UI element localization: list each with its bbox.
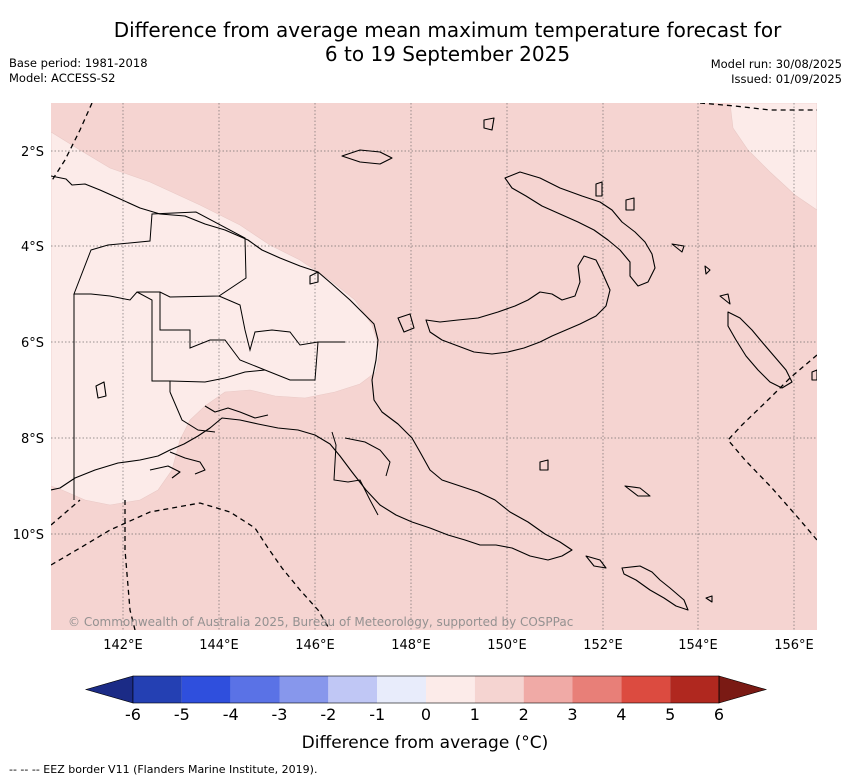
colorbar-extend-low — [84, 675, 134, 704]
title-line-1: Difference from average mean maximum tem… — [113, 18, 782, 42]
colorbar-bin — [133, 676, 182, 703]
lat-label: 2°S — [21, 145, 44, 160]
title-line-2: 6 to 19 September 2025 — [324, 42, 571, 66]
colorbar-tick-label: 0 — [421, 705, 431, 724]
colorbar-tick-label: 6 — [714, 705, 724, 724]
model-run: Model run: 30/08/2025 — [710, 57, 842, 71]
colorbar-tick-label: 2 — [519, 705, 529, 724]
lon-label: 152°E — [583, 638, 623, 653]
lon-label: 146°E — [295, 638, 335, 653]
colorbar-tick-label: 4 — [616, 705, 626, 724]
anomaly-field-0-to-1-northeast — [729, 103, 817, 211]
lon-labels: 142°E 144°E 146°E 148°E 150°E 152°E 154°… — [103, 638, 814, 653]
colorbar-bin — [523, 676, 573, 703]
colorbar-bin — [426, 676, 475, 703]
lon-label: 150°E — [487, 638, 527, 653]
eez-borders — [51, 103, 817, 630]
new-britain-coastline — [425, 255, 611, 355]
colorbar-tick-label: -5 — [174, 705, 190, 724]
colorbar-bin — [279, 676, 329, 703]
lat-labels: 2°S 4°S 6°S 8°S 10°S — [13, 145, 44, 543]
new-guinea-coastline — [51, 175, 573, 561]
colorbar-tick-label: 5 — [665, 705, 675, 724]
new-ireland-coastline — [504, 171, 656, 287]
colorbar-tick-label: -3 — [272, 705, 288, 724]
lon-label: 144°E — [199, 638, 239, 653]
colorbar-bin — [474, 676, 524, 703]
lon-label: 148°E — [391, 638, 431, 653]
lat-label: 6°S — [21, 336, 44, 351]
colorbar-tick-label: -1 — [369, 705, 385, 724]
colorbar-tick-label: 3 — [567, 705, 577, 724]
colorbar-extend-high — [718, 675, 768, 704]
lat-label: 8°S — [21, 432, 44, 447]
colorbar: -6 -5 -4 -3 -2 -1 0 1 2 3 4 5 6 — [84, 675, 768, 724]
lon-label: 156°E — [774, 638, 814, 653]
colorbar-bin — [181, 676, 231, 703]
model-name: Model: ACCESS-S2 — [9, 71, 116, 85]
province-borders — [73, 211, 391, 516]
lat-label: 4°S — [21, 240, 44, 255]
colorbar-bin — [670, 676, 719, 703]
colorbar-bin — [621, 676, 671, 703]
map-title: Difference from average mean maximum tem… — [80, 18, 815, 66]
eez-footnote: -- -- -- EEZ border V11 (Flanders Marine… — [9, 763, 318, 776]
anomaly-field-0-to-1-west — [51, 131, 381, 506]
meta-left: Base period: 1981-2018 Model: ACCESS-S2 — [9, 56, 148, 86]
colorbar-bin — [230, 676, 280, 703]
colorbar-frame — [132, 675, 720, 704]
base-period: Base period: 1981-2018 — [9, 56, 148, 70]
colorbar-tick-label: -2 — [320, 705, 336, 724]
bougainville-coastline — [727, 311, 793, 389]
copyright-text: © Commonwealth of Australia 2025, Bureau… — [68, 615, 573, 629]
gridlines — [51, 103, 817, 630]
colorbar-tick-label: 1 — [470, 705, 480, 724]
colorbar-tick-label: -6 — [125, 705, 141, 724]
coastlines — [51, 117, 817, 611]
colorbar-tick-label: -4 — [223, 705, 239, 724]
lon-label: 154°E — [678, 638, 718, 653]
lon-label: 142°E — [103, 638, 143, 653]
meta-right: Model run: 30/08/2025 Issued: 01/09/2025 — [711, 57, 842, 87]
colorbar-bin — [572, 676, 622, 703]
issued-date: Issued: 01/09/2025 — [731, 72, 842, 86]
map-panel: © Commonwealth of Australia 2025, Bureau… — [51, 103, 817, 630]
colorbar-title: Difference from average (°C) — [301, 733, 549, 753]
colorbar-bin — [377, 676, 426, 703]
lat-label: 10°S — [13, 528, 44, 543]
colorbar-bin — [328, 676, 378, 703]
